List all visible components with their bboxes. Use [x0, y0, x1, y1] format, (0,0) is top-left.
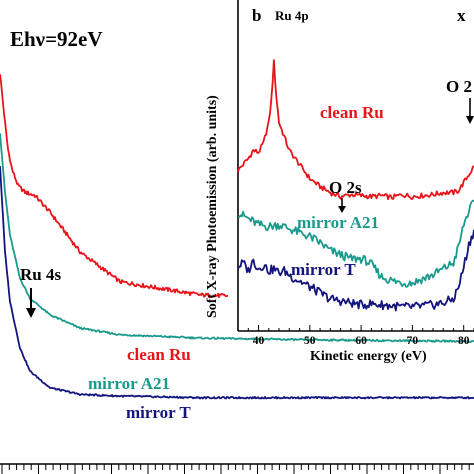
inset-title: Ru 4p	[275, 8, 309, 23]
inset-x-tick-label: 50	[304, 335, 316, 347]
inset-x-tick-label: 80	[458, 335, 470, 347]
inset-panel-letter: b	[252, 6, 261, 25]
ru-4s-label: Ru 4s	[20, 265, 61, 284]
main-label-mirror-t: mirror T	[126, 403, 191, 422]
inset-x-tick-label: 60	[355, 335, 367, 347]
inset-label-clean-ru: clean Ru	[320, 103, 384, 122]
o-2p-arrowhead	[466, 116, 474, 124]
inset-label-mirror-a21: mirror A21	[297, 213, 379, 232]
o-2p-label: O 2	[446, 77, 472, 96]
inset-x-tick-label: 40	[253, 335, 265, 347]
inset-line-mirror-a21	[237, 199, 474, 288]
inset-background	[228, 0, 474, 336]
main-line-mirror-a21	[0, 133, 474, 344]
o-2s-arrowhead	[338, 206, 346, 213]
inset-corner-letter: x	[457, 6, 466, 25]
ru-4s-arrowhead	[26, 308, 36, 318]
main-label-clean-ru: clean Ru	[127, 345, 191, 364]
inset-label-mirror-t: mirror T	[291, 260, 356, 279]
o-2s-label: O 2s	[329, 178, 362, 197]
photon-energy-label: Ehν=92eV	[10, 27, 103, 51]
inset-ylabel: Soft X-ray Photoemission (arb. units)	[205, 95, 220, 318]
main-label-mirror-a21: mirror A21	[88, 374, 170, 393]
inset-x-ticks: 40 50 60 70 80	[237, 325, 474, 347]
inset-xlabel: Kinetic energy (eV)	[310, 349, 427, 364]
inset-panel: 40 50 60 70 80 b x Ru 4p Soft X-ray Photoemi…	[205, 0, 474, 364]
inset-curves	[237, 59, 474, 312]
main-x-ticks	[1, 464, 470, 474]
main-line-mirror-t	[0, 166, 474, 400]
inset-x-tick-label: 70	[407, 335, 419, 347]
inset-line-clean-ru	[237, 59, 474, 201]
inset-line-mirror-t	[237, 229, 474, 312]
